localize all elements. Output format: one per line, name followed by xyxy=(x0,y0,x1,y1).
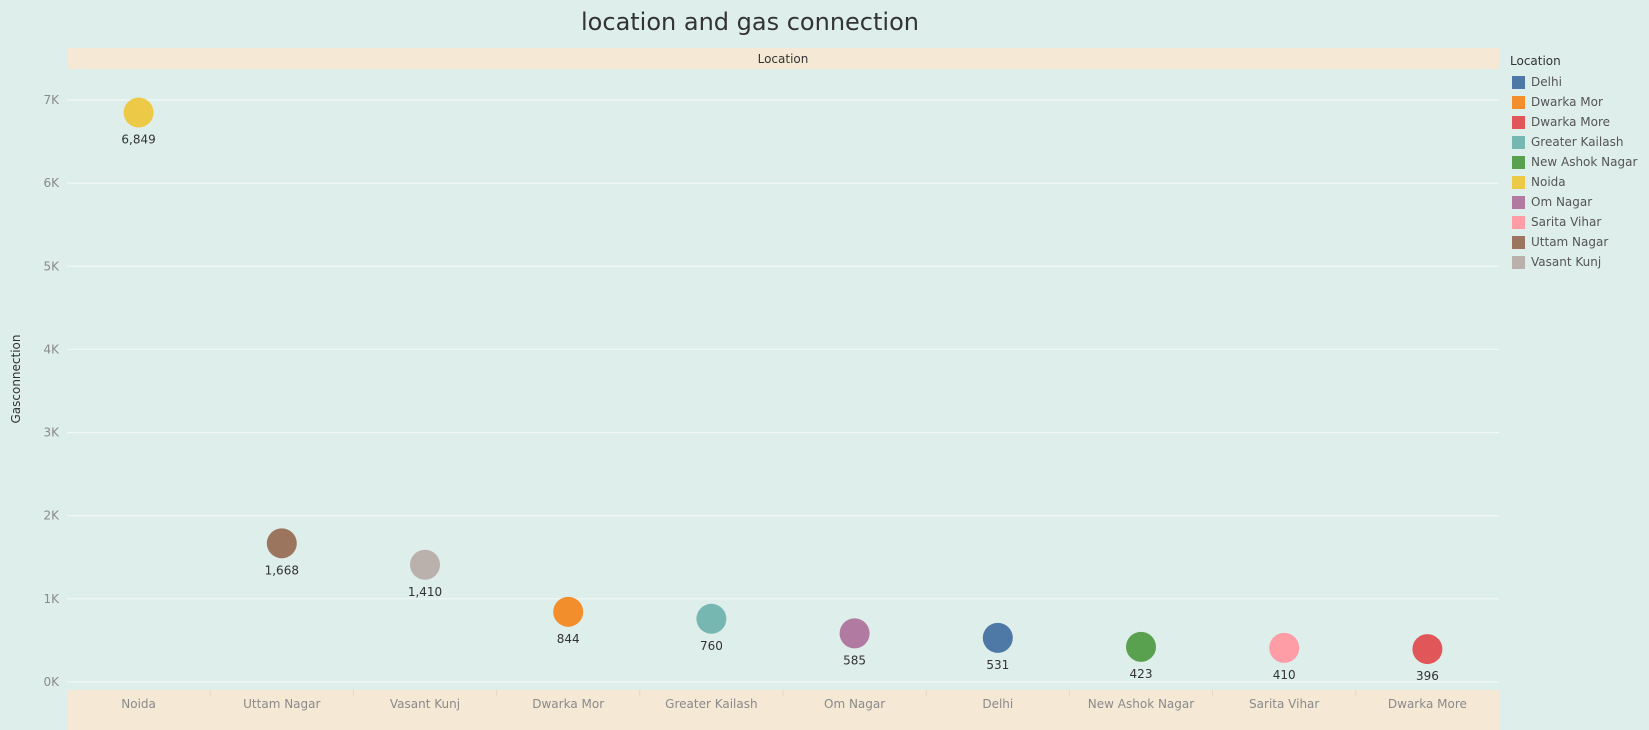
legend-item[interactable]: New Ashok Nagar xyxy=(1510,152,1649,172)
y-tick-label: 7K xyxy=(43,93,60,107)
legend-label: Om Nagar xyxy=(1531,195,1593,209)
legend-swatch xyxy=(1512,235,1525,249)
data-label: 844 xyxy=(557,632,580,646)
data-label: 585 xyxy=(843,653,866,667)
legend-label: Greater Kailash xyxy=(1531,135,1624,149)
data-point xyxy=(982,622,1013,653)
data-point xyxy=(696,603,727,634)
data-point xyxy=(1412,634,1443,665)
legend-label: Uttam Nagar xyxy=(1531,235,1609,249)
data-point xyxy=(410,549,440,580)
x-tick-label: Uttam Nagar xyxy=(243,697,320,711)
x-tick-label: Dwarka More xyxy=(1388,697,1467,711)
legend-item[interactable]: Delhi xyxy=(1510,72,1649,92)
header-band-label: Location xyxy=(758,52,809,66)
legend-item[interactable]: Om Nagar xyxy=(1510,192,1649,212)
data-label: 396 xyxy=(1416,669,1439,683)
y-tick-label: 4K xyxy=(43,342,60,356)
x-tick-label: New Ashok Nagar xyxy=(1088,697,1194,711)
legend-item[interactable]: Uttam Nagar xyxy=(1510,232,1649,252)
legend-swatch xyxy=(1512,155,1525,169)
legend-swatch xyxy=(1512,215,1525,229)
legend-label: Noida xyxy=(1531,175,1566,189)
data-point xyxy=(1126,631,1156,662)
x-tick-label: Dwarka Mor xyxy=(532,697,604,711)
legend-label: Dwarka Mor xyxy=(1531,95,1603,109)
legend-label: Sarita Vihar xyxy=(1531,215,1602,229)
data-point xyxy=(839,618,870,649)
y-axis-ticks: 0K 1K 2K 3K 4K 5K 6K 7K xyxy=(43,93,60,689)
legend-label: New Ashok Nagar xyxy=(1531,155,1638,169)
legend-swatch xyxy=(1512,175,1525,189)
legend-item[interactable]: Greater Kailash xyxy=(1510,132,1649,152)
legend-label: Vasant Kunj xyxy=(1531,255,1602,269)
data-label: 410 xyxy=(1273,668,1296,682)
legend-item[interactable]: Sarita Vihar xyxy=(1510,212,1649,232)
data-label: 423 xyxy=(1130,667,1153,681)
y-tick-label: 1K xyxy=(43,592,60,606)
data-point xyxy=(123,97,154,128)
gridlines xyxy=(67,99,1499,683)
x-tick-label: Noida xyxy=(121,697,156,711)
legend-item[interactable]: Noida xyxy=(1510,172,1649,192)
y-axis-title: Gasconnection xyxy=(9,334,23,423)
chart-title: location and gas connection xyxy=(581,8,919,36)
x-axis-band xyxy=(67,690,1499,730)
legend-label: Dwarka More xyxy=(1531,115,1610,129)
data-label: 6,849 xyxy=(121,133,155,147)
data-label: 1,410 xyxy=(408,585,442,599)
legend-item[interactable]: Dwarka Mor xyxy=(1510,92,1649,112)
legend: Location Delhi Dwarka Mor Dwarka More Great… xyxy=(1510,54,1649,272)
legend-item[interactable]: Dwarka More xyxy=(1510,112,1649,132)
data-point xyxy=(266,528,297,559)
data-points: 6,849 1,668 1,410 844 760 585 531 423 410 396 xyxy=(121,97,1443,683)
legend-swatch xyxy=(1512,135,1525,149)
y-tick-label: 5K xyxy=(43,259,60,273)
legend-swatch xyxy=(1512,95,1525,109)
x-tick-label: Om Nagar xyxy=(824,697,885,711)
legend-swatch xyxy=(1512,115,1525,129)
x-tick-label: Greater Kailash xyxy=(665,697,757,711)
data-label: 760 xyxy=(700,639,723,653)
legend-swatch xyxy=(1512,195,1525,209)
y-tick-label: 6K xyxy=(43,176,60,190)
header-band xyxy=(67,48,1499,69)
data-label: 1,668 xyxy=(265,563,299,577)
data-point xyxy=(1269,632,1300,663)
y-tick-label: 0K xyxy=(43,675,60,689)
chart-plot: Location Gasconnection 0K1K2K3K4K5K6K7K … xyxy=(9,48,1499,730)
legend-items: Delhi Dwarka Mor Dwarka More Greater Kailas… xyxy=(1510,72,1649,272)
y-tick-label: 2K xyxy=(43,509,60,523)
legend-label: Delhi xyxy=(1531,75,1562,89)
x-tick-label: Sarita Vihar xyxy=(1249,697,1319,711)
y-tick-label: 3K xyxy=(43,426,60,440)
legend-swatch xyxy=(1512,75,1525,89)
data-label: 531 xyxy=(986,658,1009,672)
x-tick-label: Vasant Kunj xyxy=(390,697,460,711)
legend-swatch xyxy=(1512,255,1525,269)
x-axis-ticks: Noida Uttam Nagar Vasant Kunj Dwarka Mor Gre… xyxy=(121,690,1467,711)
x-tick-label: Delhi xyxy=(982,697,1013,711)
legend-title: Location xyxy=(1510,54,1561,68)
legend-item[interactable]: Vasant Kunj xyxy=(1510,252,1649,272)
data-point xyxy=(553,596,584,627)
